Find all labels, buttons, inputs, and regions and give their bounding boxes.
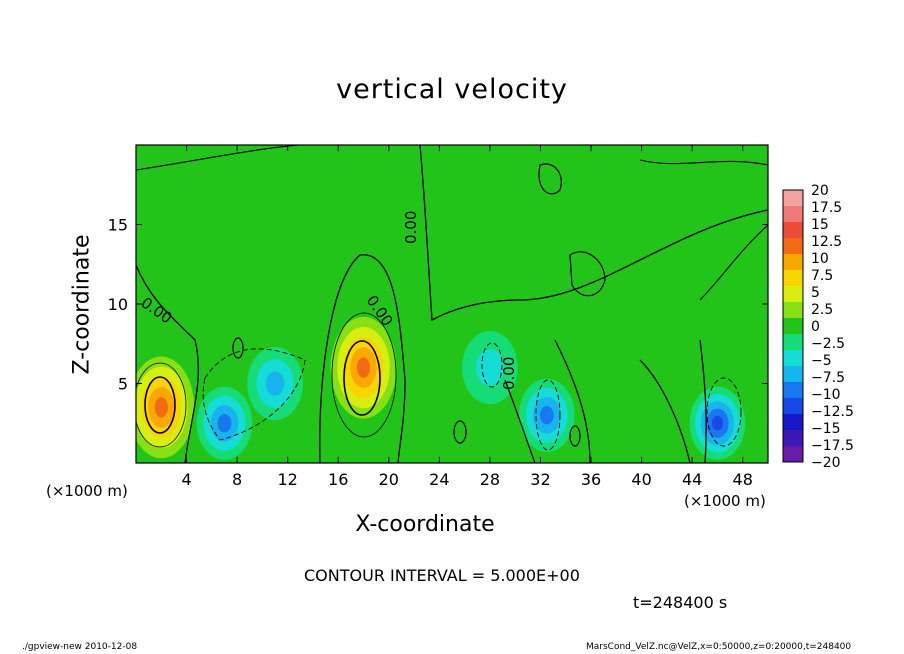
y-tick-label: 10 [108, 295, 128, 314]
colorbar-label: −10 [811, 387, 841, 403]
colorbar-swatch [783, 382, 803, 399]
colorbar-swatch [783, 398, 803, 415]
x-tick-label: 8 [232, 470, 242, 489]
colorbar-label: 5 [811, 285, 820, 301]
colorbar-swatch [783, 350, 803, 367]
colorbar-label: −17.5 [811, 438, 854, 454]
chart-title: vertical velocity [336, 74, 568, 105]
colorbar-swatch [783, 222, 803, 239]
x-tick-label: 4 [181, 470, 191, 489]
velocity-field [136, 316, 746, 460]
colorbar-swatch [783, 414, 803, 431]
colorbar-label: −15 [811, 421, 841, 437]
colorbar-label: −7.5 [811, 370, 845, 386]
colorbar-swatch [783, 206, 803, 223]
x-tick-label: 44 [682, 470, 702, 489]
colorbar-swatch [783, 254, 803, 271]
colorbar-swatch [783, 430, 803, 447]
colorbar-swatch [783, 238, 803, 255]
x-axis-label: X-coordinate [355, 512, 495, 537]
x-tick-label: 16 [328, 470, 348, 489]
velocity-cell [356, 357, 371, 378]
x-tick-label: 12 [278, 470, 298, 489]
contour-lines [136, 145, 768, 463]
x-unit-label-right: (×1000 m) [684, 492, 766, 510]
colorbar-label: 20 [811, 183, 829, 199]
colorbar-label: −20 [811, 455, 841, 471]
colorbar-frame [782, 189, 804, 463]
time-label: t=248400 s [633, 593, 728, 612]
colorbar-label: 0 [811, 319, 820, 335]
x-tick-label: 40 [631, 470, 651, 489]
footer-right: MarsCond_VelZ.nc@VelZ,x=0:50000,z=0:2000… [586, 642, 852, 652]
colorbar-swatch [783, 334, 803, 351]
colorbar-swatch [783, 270, 803, 287]
colorbar-label: −2.5 [811, 336, 845, 352]
colorbar-swatch [783, 286, 803, 303]
x-tick-label: 36 [581, 470, 601, 489]
velocity-cell [265, 371, 285, 396]
x-axis: 4 8 12 16 20 24 28 32 36 40 44 48 [181, 145, 753, 489]
plot-area: 0.00 0.00 0.00 0.00 4 8 12 16 20 24 28 32 36 40 44… [108, 144, 769, 489]
colorbar-label: −5 [811, 353, 832, 369]
colorbar-swatch [783, 366, 803, 383]
velocity-cell [711, 415, 724, 431]
y-axis-label: Z-coordinate [69, 234, 95, 375]
footer-left: ./gpview-new 2010-12-08 [22, 642, 138, 652]
velocity-cell [154, 397, 168, 418]
colorbar-label: 2.5 [811, 302, 833, 318]
y-axis: 5 10 15 [108, 216, 768, 394]
colorbar-label: 12.5 [811, 234, 842, 250]
colorbar-label: 15 [811, 217, 829, 233]
colorbar-label: 7.5 [811, 268, 833, 284]
y-tick-label: 15 [108, 216, 128, 235]
colorbar-label: 10 [811, 251, 829, 267]
velocity-cell [217, 414, 232, 433]
contour-label: 0.00 [500, 357, 518, 390]
y-tick-label: 5 [118, 375, 128, 394]
colorbar-swatch [783, 446, 803, 463]
x-tick-label: 48 [733, 470, 753, 489]
colorbar-label: −12.5 [811, 404, 854, 420]
x-tick-label: 32 [530, 470, 550, 489]
colorbar: 2017.51512.5107.552.50−2.5−5−7.5−10−12.5… [782, 183, 854, 471]
velocity-cell [476, 349, 504, 386]
colorbar-swatch [783, 318, 803, 335]
x-unit-label-left: (×1000 m) [46, 482, 128, 500]
x-tick-label: 28 [480, 470, 500, 489]
x-tick-label: 24 [429, 470, 449, 489]
contour-interval: CONTOUR INTERVAL = 5.000E+00 [304, 566, 580, 585]
colorbar-swatch [783, 302, 803, 319]
contour-label: 0.00 [402, 211, 420, 244]
colorbar-swatch [783, 190, 803, 207]
x-tick-label: 20 [379, 470, 399, 489]
velocity-cell [539, 406, 554, 425]
colorbar-label: 17.5 [811, 200, 842, 216]
